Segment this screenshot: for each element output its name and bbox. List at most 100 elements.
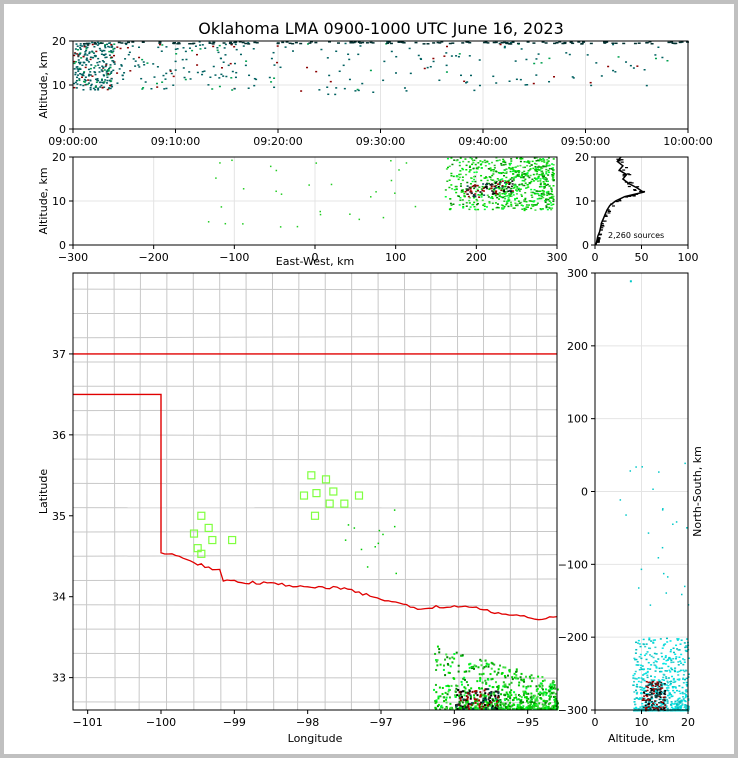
- tick-label: −100: [558, 558, 588, 571]
- source-point: [554, 702, 557, 705]
- source-point: [478, 699, 481, 702]
- source-point: [660, 670, 663, 673]
- source-point: [441, 686, 444, 689]
- source-point: [681, 709, 684, 712]
- source-point: [475, 198, 478, 201]
- source-point: [478, 673, 481, 676]
- source-point: [550, 695, 553, 698]
- source-point: [445, 168, 448, 170]
- source-point: [448, 688, 451, 691]
- source-point: [496, 203, 499, 205]
- source-point: [650, 698, 653, 700]
- source-point: [465, 702, 468, 705]
- source-point: [76, 49, 79, 51]
- source-point: [659, 698, 662, 700]
- source-point: [511, 168, 514, 170]
- source-point: [601, 220, 605, 222]
- source-point: [86, 46, 89, 49]
- source-point: [489, 691, 492, 694]
- source-point: [681, 703, 684, 705]
- source-point: [497, 699, 500, 702]
- source-point: [473, 89, 476, 92]
- source-point: [463, 708, 466, 711]
- source-point: [513, 672, 516, 675]
- source-point: [677, 698, 680, 700]
- source-point: [535, 58, 538, 60]
- source-point: [540, 160, 543, 163]
- source-point: [514, 171, 517, 173]
- source-point: [636, 65, 639, 67]
- source-point: [517, 173, 520, 176]
- source-point: [294, 41, 298, 44]
- source-point: [543, 679, 546, 682]
- source-point: [660, 685, 663, 687]
- source-point: [647, 701, 650, 703]
- source-point: [678, 670, 681, 673]
- source-point: [507, 703, 510, 706]
- source-point: [654, 707, 657, 709]
- source-point: [516, 174, 519, 176]
- source-point: [512, 169, 515, 171]
- source-point: [680, 639, 683, 641]
- source-point: [328, 74, 331, 77]
- source-point: [453, 188, 456, 191]
- source-point: [672, 677, 675, 680]
- source-point: [93, 42, 97, 44]
- source-point: [458, 702, 461, 705]
- source-point: [551, 196, 554, 198]
- source-point: [649, 668, 652, 670]
- source-point: [552, 695, 555, 698]
- source-point: [507, 693, 510, 696]
- source-point: [677, 664, 680, 666]
- source-point: [475, 157, 478, 159]
- source-point: [640, 681, 643, 683]
- source-point: [657, 682, 660, 685]
- source-point: [537, 175, 540, 178]
- source-point: [78, 79, 81, 82]
- source-point: [531, 191, 534, 194]
- source-point: [225, 75, 228, 78]
- source-point: [669, 671, 672, 673]
- source-point: [638, 643, 641, 645]
- source-point: [476, 184, 479, 187]
- source-point: [357, 41, 361, 44]
- source-point: [515, 78, 518, 81]
- source-point: [478, 194, 481, 196]
- source-point: [531, 160, 534, 163]
- source-point: [630, 182, 634, 184]
- source-point: [525, 687, 528, 690]
- source-point: [622, 175, 626, 177]
- source-point: [463, 195, 466, 198]
- source-point: [667, 687, 670, 689]
- source-point: [540, 62, 543, 64]
- source-point: [366, 566, 369, 568]
- source-point: [196, 71, 199, 74]
- source-point: [506, 200, 509, 203]
- source-point: [490, 187, 493, 190]
- lma-station-marker: [307, 471, 316, 480]
- source-point: [551, 692, 554, 695]
- source-point: [678, 685, 681, 687]
- source-point: [539, 183, 542, 186]
- source-point: [235, 71, 238, 74]
- source-point: [275, 190, 277, 193]
- source-point: [105, 64, 108, 66]
- source-point: [479, 694, 482, 697]
- source-point: [224, 222, 227, 225]
- source-point: [538, 159, 541, 161]
- source-point: [596, 239, 600, 241]
- source-point: [475, 708, 478, 711]
- source-point: [531, 196, 534, 199]
- source-point: [654, 57, 657, 60]
- source-point: [678, 705, 681, 708]
- source-point: [141, 58, 144, 61]
- source-point: [94, 73, 97, 76]
- source-point: [201, 44, 204, 46]
- source-point: [493, 164, 496, 167]
- source-point: [529, 700, 532, 703]
- source-point: [306, 43, 309, 45]
- tick-label: 0: [582, 239, 589, 252]
- source-point: [435, 658, 438, 661]
- source-point: [348, 78, 351, 81]
- source-point: [468, 670, 471, 673]
